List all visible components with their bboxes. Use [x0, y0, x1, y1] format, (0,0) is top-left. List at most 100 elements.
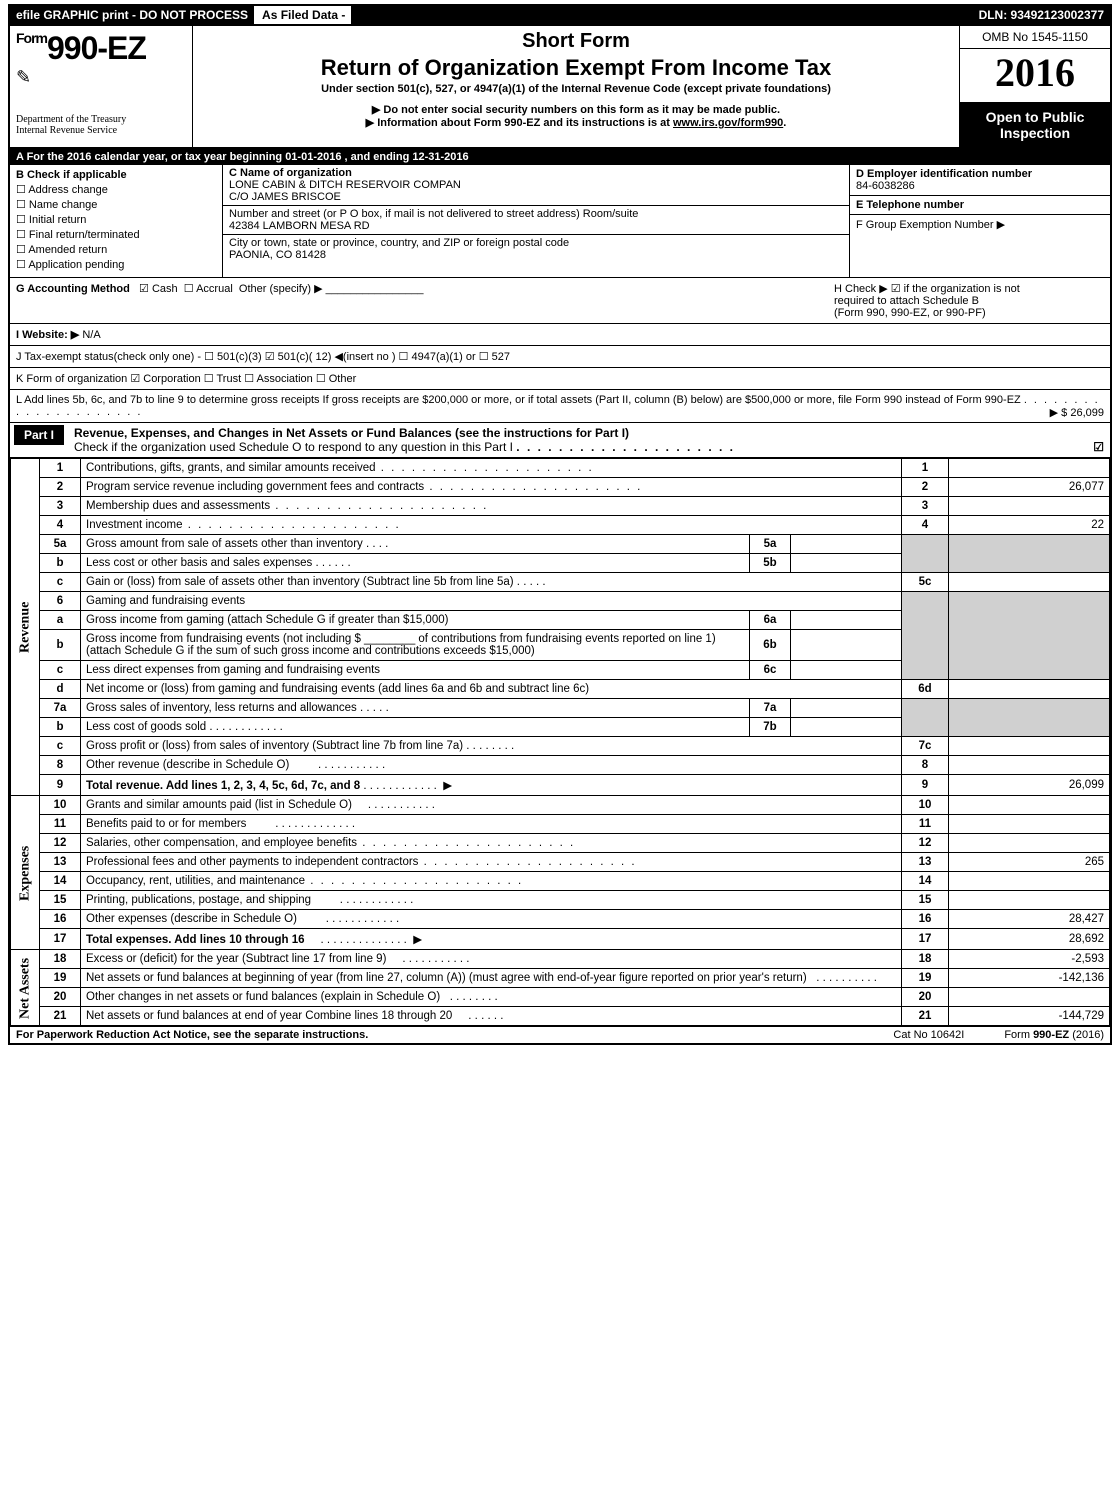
e-label: E Telephone number	[856, 199, 1104, 211]
c-street-row: Number and street (or P O box, if mail i…	[223, 206, 849, 235]
return-title: Return of Organization Exempt From Incom…	[203, 55, 949, 81]
street-label: Number and street (or P O box, if mail i…	[229, 208, 843, 220]
cb-name-change[interactable]: Name change	[16, 198, 216, 211]
d-ein-row: D Employer identification number 84-6038…	[850, 165, 1110, 196]
cb-other[interactable]: Other (specify) ▶	[239, 283, 323, 295]
website-value: N/A	[82, 329, 100, 341]
part-i-badge: Part I	[14, 425, 64, 445]
row-i-website: I Website: ▶ N/A	[10, 324, 1110, 346]
under-section: Under section 501(c), 527, or 4947(a)(1)…	[203, 83, 949, 95]
line-17: 17 Total expenses. Add lines 10 through …	[11, 929, 1110, 950]
irs-link[interactable]: www.irs.gov/form990	[673, 117, 783, 129]
topbar: efile GRAPHIC print - DO NOT PROCESS As …	[10, 6, 1110, 26]
line-19: 19 Net assets or fund balances at beginn…	[11, 969, 1110, 988]
cb-accrual[interactable]: Accrual	[184, 283, 233, 295]
f-group-row: F Group Exemption Number ▶	[850, 215, 1110, 277]
line-11: 11 Benefits paid to or for members . . .…	[11, 815, 1110, 834]
d-label: D Employer identification number	[856, 168, 1104, 180]
org-name: LONE CABIN & DITCH RESERVOIR COMPAN	[229, 179, 843, 191]
e-phone-row: E Telephone number	[850, 196, 1110, 215]
side-netassets: Net Assets	[11, 950, 40, 1026]
tax-year: 2016	[960, 49, 1110, 103]
open-to-public: Open to Public Inspection	[960, 103, 1110, 147]
row-a-tax-year: A For the 2016 calendar year, or tax yea…	[10, 149, 1110, 165]
line-1: Revenue 1 Contributions, gifts, grants, …	[11, 459, 1110, 478]
side-revenue: Revenue	[11, 459, 40, 796]
street-value: 42384 LAMBORN MESA RD	[229, 220, 843, 232]
cb-initial-return[interactable]: Initial return	[16, 213, 216, 226]
omb-number: OMB No 1545-1150	[960, 26, 1110, 49]
line-15: 15 Printing, publications, postage, and …	[11, 891, 1110, 910]
c-name-row: C Name of organization LONE CABIN & DITC…	[223, 165, 849, 206]
row-g-accounting: G Accounting Method Cash Accrual Other (…	[10, 278, 1110, 324]
part-i-title: Revenue, Expenses, and Changes in Net As…	[68, 423, 1110, 457]
notice-info: Information about Form 990-EZ and its in…	[203, 116, 949, 129]
line-4: 4 Investment income 4 22	[11, 516, 1110, 535]
page-footer: For Paperwork Reduction Act Notice, see …	[10, 1026, 1110, 1043]
form-prefix: Form	[16, 30, 47, 46]
form-header: Form990-EZ ✎ Department of the Treasury …	[10, 26, 1110, 149]
line-18: Net Assets 18 Excess or (deficit) for th…	[11, 950, 1110, 969]
line-6d: d Net income or (loss) from gaming and f…	[11, 680, 1110, 699]
line-16: 16 Other expenses (describe in Schedule …	[11, 910, 1110, 929]
line-10: Expenses 10 Grants and similar amounts p…	[11, 796, 1110, 815]
ein-value: 84-6038286	[856, 180, 1104, 192]
b-title: B Check if applicable	[16, 169, 216, 181]
c-city-row: City or town, state or province, country…	[223, 235, 849, 263]
short-form-title: Short Form	[203, 30, 949, 53]
cb-amended-return[interactable]: Amended return	[16, 243, 216, 256]
lines-table: Revenue 1 Contributions, gifts, grants, …	[10, 458, 1110, 1026]
line-5c: c Gain or (loss) from sale of assets oth…	[11, 573, 1110, 592]
line-7c: c Gross profit or (loss) from sales of i…	[11, 737, 1110, 756]
cb-address-change[interactable]: Address change	[16, 183, 216, 196]
row-j-tax-status: J Tax-exempt status(check only one) - ☐ …	[10, 346, 1110, 368]
line-21: 21 Net assets or fund balances at end of…	[11, 1007, 1110, 1026]
c-label: C Name of organization	[229, 167, 843, 179]
l-amount: ▶ $ 26,099	[1050, 406, 1104, 419]
care-of: C/O JAMES BRISCOE	[229, 191, 843, 203]
line-6: 6 Gaming and fundraising events	[11, 592, 1110, 611]
f-label: F Group Exemption Number ▶	[856, 218, 1104, 231]
header-left: Form990-EZ ✎ Department of the Treasury …	[10, 26, 193, 147]
form-number: Form990-EZ	[16, 30, 186, 67]
header-mid: Short Form Return of Organization Exempt…	[193, 26, 959, 147]
as-filed-label: As Filed Data -	[254, 6, 353, 24]
cb-application-pending[interactable]: Application pending	[16, 258, 216, 271]
line-13: 13 Professional fees and other payments …	[11, 853, 1110, 872]
footer-formref: Form 990-EZ (2016)	[1004, 1029, 1104, 1041]
col-de: D Employer identification number 84-6038…	[849, 165, 1110, 277]
line-20: 20 Other changes in net assets or fund b…	[11, 988, 1110, 1007]
city-label: City or town, state or province, country…	[229, 237, 843, 249]
city-value: PAONIA, CO 81428	[229, 249, 843, 261]
h-line1: H Check ▶ ☑ if the organization is not	[834, 282, 1104, 295]
l-text: L Add lines 5b, 6c, and 7b to line 9 to …	[16, 394, 1021, 406]
line-3: 3 Membership dues and assessments 3	[11, 497, 1110, 516]
section-bcde: B Check if applicable Address change Nam…	[10, 165, 1110, 278]
cb-final-return[interactable]: Final return/terminated	[16, 228, 216, 241]
header-right: OMB No 1545-1150 2016 Open to Public Ins…	[959, 26, 1110, 147]
form-990ez-page: efile GRAPHIC print - DO NOT PROCESS As …	[8, 4, 1112, 1045]
h-line2: required to attach Schedule B	[834, 295, 1104, 307]
treasury-label: Department of the Treasury	[16, 114, 186, 125]
line-2: 2 Program service revenue including gove…	[11, 478, 1110, 497]
footer-catno: Cat No 10642I	[893, 1029, 964, 1041]
irs-label: Internal Revenue Service	[16, 125, 186, 136]
col-c-org-info: C Name of organization LONE CABIN & DITC…	[223, 165, 849, 277]
footer-paperwork: For Paperwork Reduction Act Notice, see …	[16, 1029, 368, 1041]
line-8: 8 Other revenue (describe in Schedule O)…	[11, 756, 1110, 775]
line-14: 14 Occupancy, rent, utilities, and maint…	[11, 872, 1110, 891]
row-k-form-org: K Form of organization ☑ Corporation ☐ T…	[10, 368, 1110, 390]
dln-number: DLN: 93492123002377	[973, 6, 1110, 24]
part-i-check[interactable]: ☑	[1093, 440, 1104, 454]
line-5a: 5a Gross amount from sale of assets othe…	[11, 535, 1110, 554]
h-box: H Check ▶ ☑ if the organization is not r…	[834, 282, 1104, 319]
line-9: 9 Total revenue. Add lines 1, 2, 3, 4, 5…	[11, 775, 1110, 796]
cb-cash[interactable]: Cash	[139, 283, 178, 295]
col-b-checkboxes: B Check if applicable Address change Nam…	[10, 165, 223, 277]
part-i-header: Part I Revenue, Expenses, and Changes in…	[10, 423, 1110, 458]
g-label: G Accounting Method	[16, 283, 130, 295]
i-label: I Website: ▶	[16, 329, 79, 341]
notice-ssn: Do not enter social security numbers on …	[203, 103, 949, 116]
line-12: 12 Salaries, other compensation, and emp…	[11, 834, 1110, 853]
h-line3: (Form 990, 990-EZ, or 990-PF)	[834, 307, 1104, 319]
